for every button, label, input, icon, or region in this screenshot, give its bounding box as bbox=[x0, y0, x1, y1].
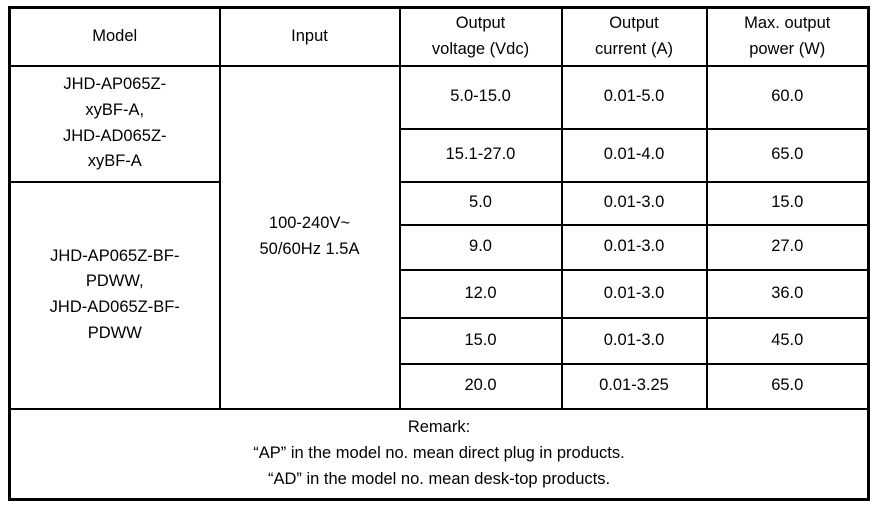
column-header-input: Input bbox=[218, 6, 401, 67]
model-group-1-cell: JHD-AP065Z- xyBF-A, JHD-AD065Z- xyBF-A bbox=[8, 64, 221, 183]
power-cell: 36.0 bbox=[705, 268, 870, 319]
power-cell: 60.0 bbox=[705, 64, 870, 130]
remark-row: Remark: “AP” in the model no. mean direc… bbox=[8, 407, 870, 501]
voltage-cell: 9.0 bbox=[398, 223, 563, 271]
current-cell: 0.01-3.0 bbox=[560, 268, 708, 319]
table-row: JHD-AP065Z-BF- PDWW, JHD-AD065Z-BF- PDWW… bbox=[8, 180, 870, 410]
current-cell: 0.01-4.0 bbox=[560, 127, 708, 183]
table-row: 15.1-27.0 0.01-4.0 65.0 bbox=[10, 127, 870, 183]
voltage-cell: 20.0 bbox=[398, 362, 563, 410]
power-cell: 65.0 bbox=[705, 127, 870, 183]
column-header-max-power: Max. output power (W) bbox=[705, 6, 870, 67]
power-cell: 45.0 bbox=[705, 316, 870, 365]
model-group-2-cell: JHD-AP065Z-BF- PDWW, JHD-AD065Z-BF- PDWW bbox=[8, 180, 221, 410]
current-cell: 0.01-3.25 bbox=[560, 362, 708, 410]
table-header-row: Model Input Output voltage (Vdc) Output … bbox=[8, 6, 870, 67]
power-cell: 15.0 bbox=[705, 180, 870, 226]
table-row: JHD-AP065Z- xyBF-A, JHD-AD065Z- xyBF-A 1… bbox=[8, 64, 870, 410]
current-cell: 0.01-5.0 bbox=[560, 64, 708, 130]
remark-cell: Remark: “AP” in the model no. mean direc… bbox=[8, 407, 870, 501]
power-cell: 27.0 bbox=[705, 223, 870, 271]
voltage-cell: 15.1-27.0 bbox=[398, 127, 563, 183]
table-row: 20.0 0.01-3.25 65.0 bbox=[10, 362, 870, 410]
column-header-output-current: Output current (A) bbox=[560, 6, 708, 67]
table-row: 12.0 0.01-3.0 36.0 bbox=[10, 268, 870, 319]
input-cell: 100-240V~ 50/60Hz 1.5A bbox=[218, 64, 401, 410]
current-cell: 0.01-3.0 bbox=[560, 180, 708, 226]
table-row: 9.0 0.01-3.0 27.0 bbox=[10, 223, 870, 271]
power-spec-table: Model Input Output voltage (Vdc) Output … bbox=[8, 6, 870, 501]
column-header-model: Model bbox=[8, 6, 221, 67]
current-cell: 0.01-3.0 bbox=[560, 316, 708, 365]
power-cell: 65.0 bbox=[705, 362, 870, 410]
voltage-cell: 5.0 bbox=[398, 180, 563, 226]
voltage-cell: 12.0 bbox=[398, 268, 563, 319]
table-row: 15.0 0.01-3.0 45.0 bbox=[10, 316, 870, 365]
voltage-cell: 5.0-15.0 bbox=[398, 64, 563, 130]
column-header-output-voltage: Output voltage (Vdc) bbox=[398, 6, 563, 67]
current-cell: 0.01-3.0 bbox=[560, 223, 708, 271]
voltage-cell: 15.0 bbox=[398, 316, 563, 365]
